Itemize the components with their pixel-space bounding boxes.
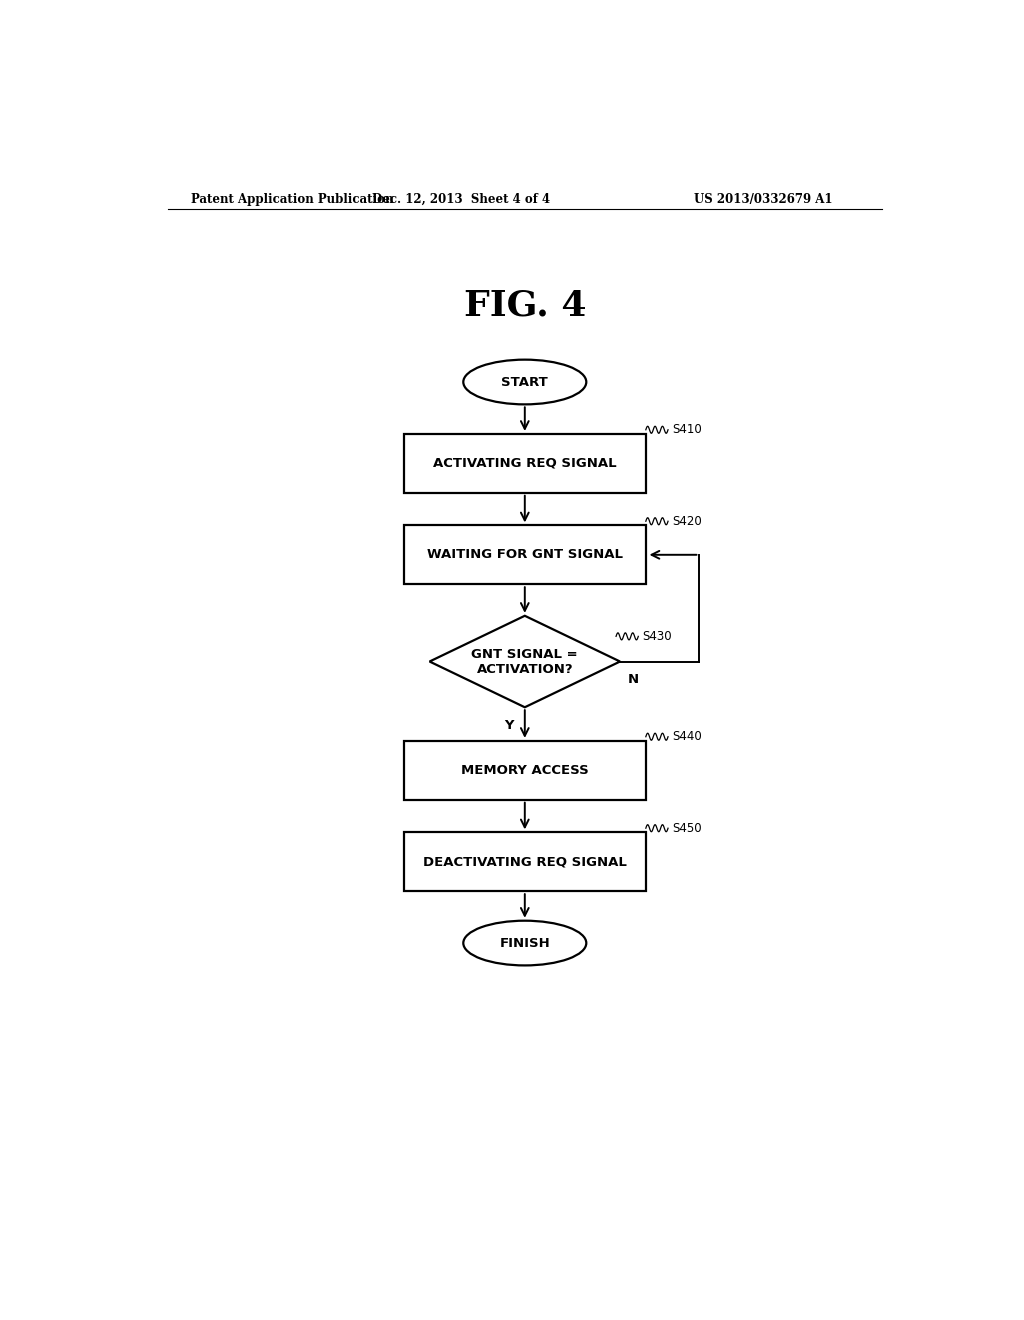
Text: WAITING FOR GNT SIGNAL: WAITING FOR GNT SIGNAL: [427, 548, 623, 561]
Text: GNT SIGNAL =
ACTIVATION?: GNT SIGNAL = ACTIVATION?: [471, 648, 579, 676]
Text: Patent Application Publication: Patent Application Publication: [191, 193, 394, 206]
Text: FIG. 4: FIG. 4: [464, 289, 586, 323]
Text: S450: S450: [672, 822, 701, 834]
Text: S430: S430: [642, 630, 672, 643]
Bar: [403, 525, 646, 585]
Text: MEMORY ACCESS: MEMORY ACCESS: [461, 764, 589, 776]
Text: US 2013/0332679 A1: US 2013/0332679 A1: [693, 193, 833, 206]
Bar: [403, 833, 646, 891]
Text: FINISH: FINISH: [500, 937, 550, 949]
Ellipse shape: [463, 359, 587, 404]
Text: S440: S440: [672, 730, 701, 743]
Polygon shape: [430, 615, 620, 708]
Text: ACTIVATING REQ SIGNAL: ACTIVATING REQ SIGNAL: [433, 457, 616, 470]
Text: START: START: [502, 375, 548, 388]
Text: S420: S420: [672, 515, 701, 528]
Text: S410: S410: [672, 424, 701, 437]
Text: Y: Y: [504, 719, 514, 733]
Bar: [403, 741, 646, 800]
Bar: [403, 434, 646, 492]
Ellipse shape: [463, 921, 587, 965]
Text: DEACTIVATING REQ SIGNAL: DEACTIVATING REQ SIGNAL: [423, 855, 627, 869]
Text: N: N: [628, 673, 639, 686]
Text: Dec. 12, 2013  Sheet 4 of 4: Dec. 12, 2013 Sheet 4 of 4: [373, 193, 550, 206]
